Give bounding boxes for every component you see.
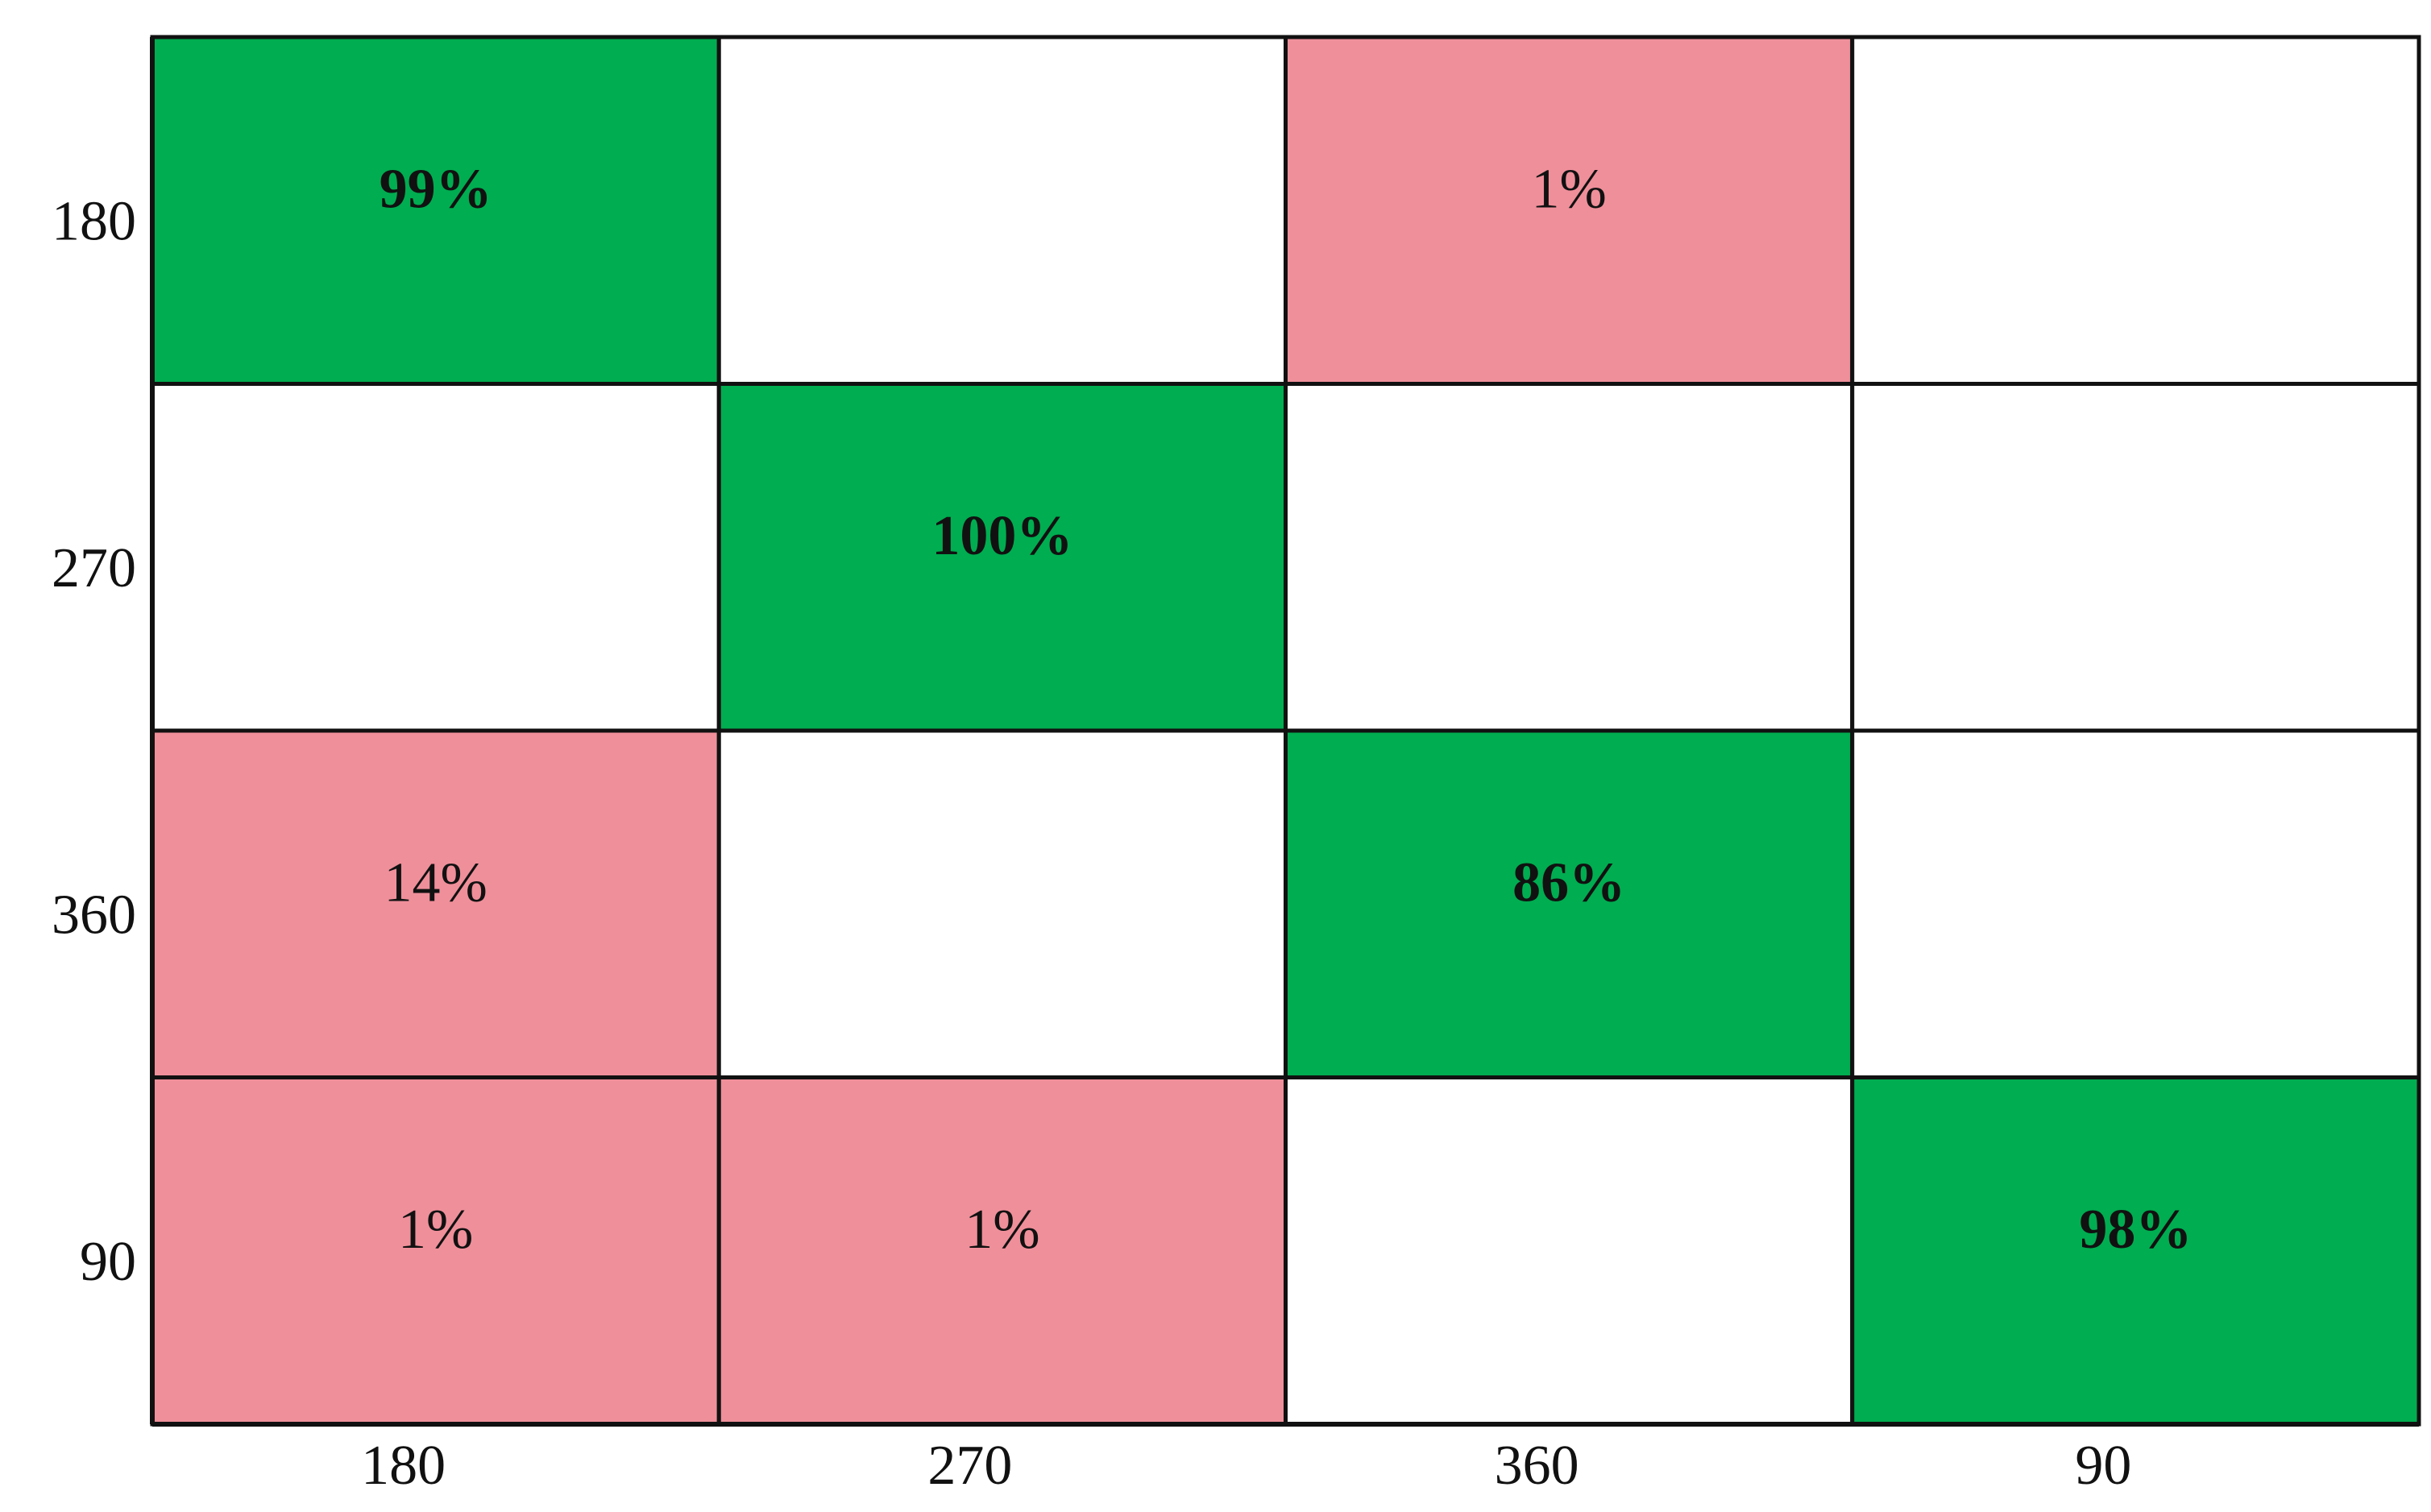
- cell: [150, 728, 721, 1079]
- cell: [150, 1075, 721, 1427]
- y-tick-label: 180: [52, 190, 136, 252]
- x-tick-label: 270: [927, 1435, 1012, 1497]
- cell: [1284, 382, 1855, 733]
- cell: [1850, 382, 2421, 733]
- cell: [716, 728, 1288, 1079]
- cell-label: 1%: [1531, 158, 1606, 220]
- cell: [1284, 1075, 1855, 1427]
- cell-label: 86%: [1512, 851, 1625, 913]
- x-tick-label: 90: [2075, 1435, 2131, 1497]
- cell: [716, 35, 1288, 386]
- cell: [1850, 1075, 2421, 1427]
- cell: [1284, 728, 1855, 1079]
- cell: [716, 382, 1288, 733]
- cell-label: 99%: [380, 158, 492, 220]
- x-tick-label: 180: [361, 1435, 446, 1497]
- cell: [150, 35, 721, 386]
- y-tick-label: 270: [52, 537, 136, 599]
- x-tick-label: 360: [1495, 1435, 1579, 1497]
- cell-label: 1%: [398, 1199, 473, 1261]
- y-tick-label: 360: [52, 884, 136, 946]
- cell-label: 14%: [384, 851, 487, 913]
- y-tick-label: 90: [80, 1231, 136, 1293]
- cell: [1850, 35, 2421, 386]
- cell: [1850, 728, 2421, 1079]
- cell-label: 1%: [965, 1199, 1039, 1261]
- cell: [1284, 35, 1855, 386]
- cell-label: 98%: [2079, 1199, 2192, 1261]
- cell-label: 100%: [931, 505, 1072, 567]
- cell: [150, 382, 721, 733]
